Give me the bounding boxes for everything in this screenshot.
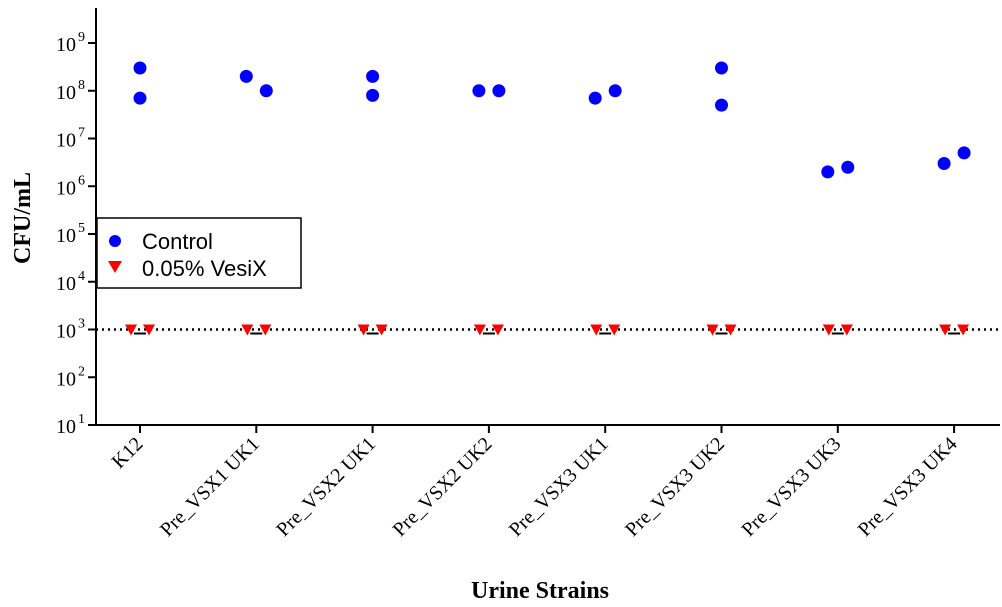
y-tick-exponent: 2 [78, 364, 85, 379]
y-tick-exponent: 6 [78, 173, 85, 188]
control-point [841, 160, 855, 174]
y-tick-exponent: 8 [78, 78, 85, 93]
control-point [133, 91, 147, 105]
y-tick-label: 10 [56, 273, 76, 295]
y-tick-label: 10 [56, 130, 76, 152]
y-tick-label: 10 [56, 368, 76, 390]
control-point [715, 98, 728, 112]
vesix-point [241, 324, 254, 336]
legend-box [96, 217, 302, 289]
x-axis-title: Urine Strains [471, 578, 609, 604]
y-tick-exponent: 9 [78, 30, 85, 45]
vesix-point [259, 324, 272, 336]
y-tick-exponent: 1 [78, 412, 85, 427]
y-axis-title: CFU/mL [10, 172, 36, 264]
vesix-point [608, 324, 621, 336]
y-tick-exponent: 3 [78, 317, 85, 332]
control-point [472, 84, 486, 98]
y-tick-label: 10 [56, 321, 76, 343]
vesix-point [491, 324, 504, 336]
x-category-label: Pre_VSX2 UK1 [272, 433, 380, 541]
x-category-label: Pre_VSX3 UK1 [505, 433, 613, 541]
vesix-point [375, 324, 388, 336]
y-tick-label: 10 [56, 225, 76, 247]
control-point [821, 165, 835, 179]
control-point [608, 84, 622, 98]
vesix-point [822, 324, 835, 336]
control-point [588, 91, 602, 105]
control-point [715, 61, 728, 75]
y-tick-label: 10 [56, 177, 76, 199]
control-point [366, 88, 380, 102]
control-point [133, 61, 147, 75]
x-category-label: Pre_VSX3 UK3 [737, 433, 845, 541]
y-tick-label: 10 [56, 34, 76, 56]
vesix-point [706, 324, 719, 336]
y-tick-label: 10 [56, 416, 76, 438]
axes [88, 8, 1000, 433]
y-tick-exponent: 7 [78, 126, 85, 141]
data-points [125, 61, 971, 336]
control-point [937, 156, 951, 170]
control-point [366, 69, 380, 83]
legend-control-label: Control [142, 229, 213, 254]
control-point [492, 84, 506, 98]
vesix-point [724, 324, 737, 336]
vesix-point [957, 324, 970, 336]
x-category-label: Pre_VSX1 UK1 [156, 433, 264, 541]
control-point [957, 146, 971, 160]
vesix-point [939, 324, 952, 336]
legend-control-marker [109, 235, 121, 247]
control-point [239, 69, 253, 83]
x-category-label: Pre_VSX3 UK4 [854, 433, 962, 541]
y-tick-exponent: 4 [78, 269, 85, 284]
legend: Control 0.05% VesiX [96, 217, 302, 289]
x-category-label: Pre_VSX2 UK2 [389, 433, 497, 541]
legend-vesix-marker [108, 261, 122, 273]
y-tick-label: 10 [56, 82, 76, 104]
vesix-point [473, 324, 486, 336]
y-tick-exponent: 5 [78, 221, 85, 236]
x-category-label: K12 [108, 433, 148, 473]
vesix-point [840, 324, 853, 336]
x-category-label: Pre_VSX3 UK2 [621, 433, 729, 541]
vesix-point [143, 324, 155, 336]
vesix-point [357, 324, 370, 336]
control-point [259, 84, 273, 98]
vesix-point [125, 324, 137, 336]
vesix-point [590, 324, 603, 336]
legend-vesix-label: 0.05% VesiX [142, 256, 267, 281]
